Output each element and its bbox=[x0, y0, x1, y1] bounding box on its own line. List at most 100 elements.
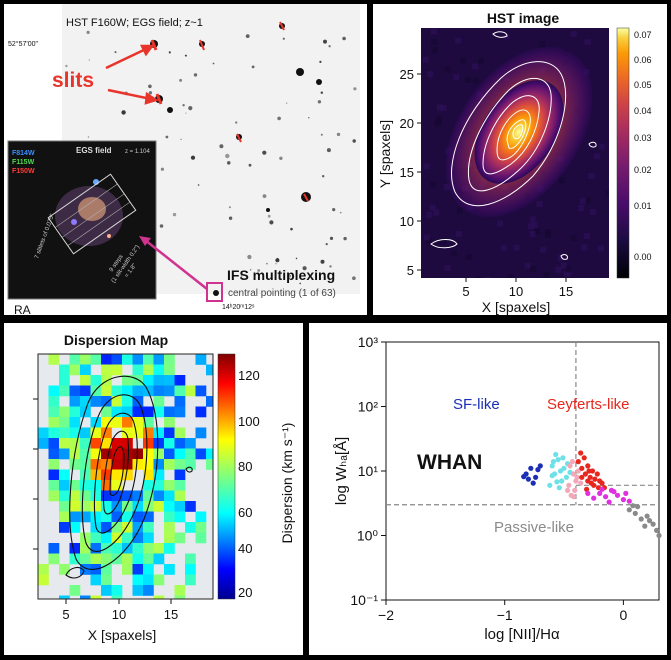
dispersion-pixel bbox=[132, 375, 144, 386]
contour-level bbox=[588, 141, 597, 148]
slit-marker bbox=[236, 133, 242, 143]
x-tick-label: 15 bbox=[559, 284, 573, 299]
field-galaxy bbox=[251, 65, 255, 69]
dispersion-pixel bbox=[174, 459, 186, 470]
noise-pixel bbox=[513, 244, 520, 251]
field-galaxy bbox=[286, 102, 288, 104]
hst-colorbar bbox=[616, 27, 630, 279]
noise-pixel bbox=[557, 255, 564, 261]
dispersion-pixel bbox=[69, 354, 81, 365]
dispersion-pixel bbox=[122, 417, 133, 428]
dispersion-pixel bbox=[59, 364, 70, 376]
scatter-point bbox=[656, 532, 662, 539]
dispersion-contours bbox=[65, 375, 193, 579]
dispersion-pixel bbox=[90, 427, 102, 439]
field-galaxy bbox=[250, 269, 252, 271]
dispersion-pixel bbox=[174, 585, 186, 596]
dispersion-pixel bbox=[164, 448, 175, 460]
field-galaxy bbox=[336, 132, 341, 137]
cbar-tick: 40 bbox=[238, 541, 252, 556]
scatter-point bbox=[574, 474, 580, 480]
noise-pixel bbox=[531, 222, 538, 229]
field-galaxy bbox=[320, 259, 325, 264]
scatter-point bbox=[569, 459, 575, 465]
seyferts-like-label: Seyferts-like bbox=[547, 396, 630, 413]
contour-level bbox=[69, 375, 159, 570]
dispersion-pixel bbox=[48, 406, 60, 418]
hst-heatmap bbox=[421, 28, 609, 278]
dispersion-pixel bbox=[153, 354, 165, 365]
dispersion-pixel bbox=[143, 459, 154, 470]
noise-pixel bbox=[527, 223, 534, 230]
dispersion-pixel bbox=[38, 438, 49, 449]
field-galaxy bbox=[225, 153, 230, 159]
dispersion-pixel bbox=[59, 595, 70, 599]
contour-level bbox=[185, 466, 193, 473]
dispersion-pixel bbox=[101, 385, 112, 397]
dispersion-pixel bbox=[69, 543, 81, 554]
dispersion-pixel bbox=[185, 574, 196, 586]
ifu-slitlet-line bbox=[61, 193, 125, 238]
dispersion-pixel bbox=[153, 469, 165, 481]
scatter-point bbox=[591, 495, 597, 501]
noise-pixel bbox=[536, 201, 543, 207]
dispersion-pixel bbox=[164, 354, 175, 365]
ifs-pointer-line bbox=[144, 239, 208, 290]
scatter-point bbox=[561, 465, 567, 471]
dispersion-pixel bbox=[90, 501, 102, 512]
dispersion-pixel bbox=[111, 438, 123, 449]
dispersion-pixel bbox=[122, 553, 133, 565]
dispersion-pixel bbox=[132, 459, 144, 470]
dispersion-pixel bbox=[101, 427, 112, 439]
dispersion-pixel bbox=[132, 585, 144, 596]
dispersion-pixel bbox=[101, 354, 112, 365]
field-galaxy bbox=[219, 144, 224, 149]
scatter-point bbox=[549, 463, 555, 469]
field-galaxy bbox=[266, 208, 270, 212]
noise-pixel bbox=[439, 238, 446, 245]
field-galaxy bbox=[275, 258, 280, 263]
scatter-point bbox=[533, 474, 539, 480]
dispersion-pixel bbox=[206, 396, 213, 407]
dispersion-pixel bbox=[132, 501, 144, 512]
hst-image-title: HST image bbox=[487, 10, 560, 26]
dispersion-pixel bbox=[69, 417, 81, 428]
dispersion-pixel bbox=[195, 511, 207, 523]
dispersion-pixel bbox=[80, 438, 91, 449]
dispersion-pixel bbox=[174, 396, 186, 407]
field-galaxy bbox=[296, 68, 304, 76]
field-galaxy bbox=[165, 135, 169, 139]
noise-pixel bbox=[580, 197, 586, 204]
noise-pixel bbox=[608, 182, 609, 189]
contour-level bbox=[560, 254, 568, 260]
dec-tick-label: 52°57'00" bbox=[8, 40, 38, 48]
dispersion-pixel bbox=[143, 532, 154, 544]
noise-pixel bbox=[584, 39, 591, 46]
dispersion-map-plot: Dispersion Map 5 10 15 X [spaxels] bbox=[33, 332, 295, 643]
cbar-tick: 0.04 bbox=[634, 106, 652, 116]
x-tick-label: 10 bbox=[509, 284, 523, 299]
field-galaxy bbox=[235, 121, 238, 124]
cbar-tick: 0.02 bbox=[634, 165, 652, 175]
field-galaxy bbox=[290, 227, 293, 231]
hst-field-figure: HST F160W; EGS field; z~1 52°57'00" 14ʰ2… bbox=[7, 4, 360, 315]
dispersion-pixel bbox=[174, 501, 186, 512]
dispersion-pixel bbox=[90, 480, 102, 491]
dispersion-pixel bbox=[143, 438, 154, 449]
dispersion-pixel bbox=[153, 459, 165, 470]
dispersion-pixel bbox=[111, 511, 123, 523]
dispersion-pixel bbox=[111, 532, 123, 544]
dispersion-pixel bbox=[132, 417, 144, 428]
dispersion-pixel bbox=[111, 385, 123, 397]
contour-level bbox=[467, 77, 552, 192]
dispersion-pixel bbox=[153, 364, 165, 376]
dispersion-pixel bbox=[206, 459, 213, 470]
dispersion-pixel bbox=[143, 364, 154, 376]
dispersion-pixel bbox=[164, 564, 175, 575]
scatter-point bbox=[630, 503, 636, 509]
dispersion-colorbar-label: Dispersion (km s⁻¹) bbox=[279, 423, 295, 544]
dispersion-pixel bbox=[59, 469, 70, 481]
scatter-point bbox=[650, 521, 656, 527]
noise-pixel bbox=[539, 41, 546, 48]
y-tick-label: 10¹ bbox=[358, 463, 379, 479]
